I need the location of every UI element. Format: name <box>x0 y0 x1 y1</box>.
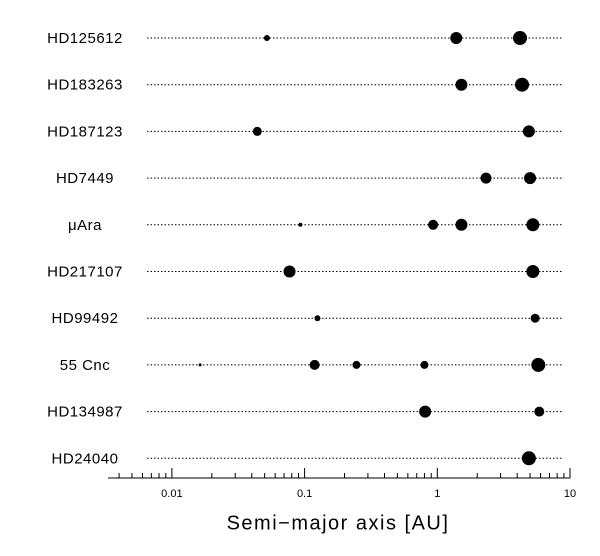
planet-point <box>521 451 536 466</box>
planet-point <box>524 172 537 185</box>
star-label: HD24040 <box>52 450 119 467</box>
planet-point <box>526 218 540 232</box>
planet-point <box>283 265 296 278</box>
star-label: μAra <box>68 217 102 234</box>
star-label: HD217107 <box>47 263 123 280</box>
planet-point <box>428 219 439 230</box>
star-label: HD125612 <box>47 30 123 47</box>
planet-point <box>534 406 545 417</box>
planet-point <box>198 363 202 367</box>
planet-point <box>530 313 540 323</box>
planet-point <box>263 35 270 41</box>
x-tick-label: 0.01 <box>161 488 182 500</box>
planet-point <box>526 265 540 278</box>
planet-point <box>450 32 463 44</box>
planet-point <box>309 359 320 370</box>
planet-point <box>420 360 429 369</box>
star-label: HD7449 <box>56 170 114 187</box>
planet-point <box>455 218 468 231</box>
planet-point <box>531 357 546 372</box>
x-tick-label: 1 <box>434 488 440 500</box>
star-label: HD134987 <box>47 404 123 421</box>
planet-point <box>314 315 321 322</box>
planet-point <box>455 78 468 91</box>
planet-point <box>352 360 361 369</box>
planet-point <box>252 126 262 136</box>
x-tick-label: 10 <box>564 488 576 500</box>
planet-point <box>480 172 492 184</box>
planet-point <box>515 77 530 92</box>
star-label: HD183263 <box>47 77 123 94</box>
star-label: 55 Cnc <box>60 357 111 374</box>
planet-point <box>298 222 303 227</box>
x-tick-label: 0.1 <box>297 488 312 500</box>
planet-point <box>513 31 528 45</box>
star-label: HD99492 <box>52 310 119 327</box>
planet-point <box>419 405 432 418</box>
x-axis-label: Semi−major axis [AU] <box>227 512 450 534</box>
star-label: HD187123 <box>47 123 123 140</box>
planet-point <box>522 125 535 138</box>
